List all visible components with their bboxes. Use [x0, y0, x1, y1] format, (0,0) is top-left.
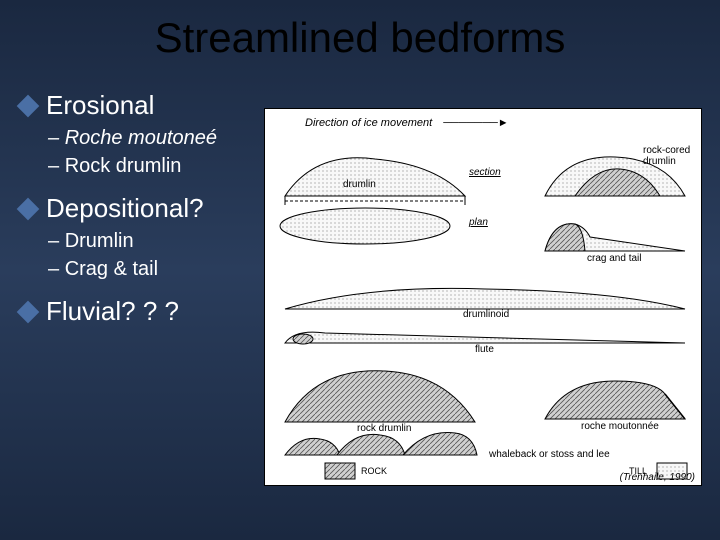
label-plan: plan	[469, 217, 488, 228]
label-drumlin: drumlin	[343, 179, 376, 190]
roche-shape	[545, 381, 685, 419]
bullet-text: Erosional	[46, 90, 154, 121]
diamond-icon	[17, 95, 40, 118]
whaleback-shape	[285, 438, 340, 455]
bullet-text: Depositional?	[46, 193, 204, 224]
label-drumlinoid: drumlinoid	[463, 309, 509, 320]
citation: (Trenhaile, 1990)	[620, 472, 695, 483]
sub-crag-tail: – Crag & tail	[48, 256, 250, 282]
diamond-icon	[17, 198, 40, 221]
label-rock-legend: ROCK	[361, 466, 387, 476]
diamond-icon	[17, 301, 40, 324]
slide: Streamlined bedforms Erosional – Roche m…	[0, 0, 720, 540]
rock-drumlin-shape	[285, 371, 475, 422]
label-whaleback: whaleback or stoss and lee	[489, 449, 610, 460]
label-section: section	[469, 167, 501, 178]
bullet-fluvial: Fluvial? ? ?	[20, 296, 250, 327]
label-flute: flute	[475, 344, 494, 355]
drumlin-section-shape	[285, 158, 465, 196]
label-rock-drumlin: rock drumlin	[357, 423, 411, 434]
drumlin-plan-shape	[280, 208, 450, 244]
bullet-depositional: Depositional?	[20, 193, 250, 224]
label-crag-tail: crag and tail	[587, 253, 641, 264]
sub-roche: – Roche moutoneé	[48, 125, 250, 151]
bullet-erosional: Erosional	[20, 90, 250, 121]
rock-legend-box	[325, 463, 355, 479]
sub-rock-drumlin: – Rock drumlin	[48, 153, 250, 179]
sub-drumlin: – Drumlin	[48, 228, 250, 254]
figure-panel: Direction of ice movement ───────►	[264, 108, 702, 486]
label-rock-cored: rock-cored drumlin	[643, 145, 699, 167]
label-roche: roche moutonnée	[581, 421, 659, 432]
drumlinoid-shape	[285, 288, 685, 309]
slide-title: Streamlined bedforms	[30, 14, 690, 62]
flute-shape	[285, 332, 685, 343]
bullet-text: Fluvial? ? ?	[46, 296, 179, 327]
bullet-list: Erosional – Roche moutoneé – Rock drumli…	[20, 84, 250, 331]
